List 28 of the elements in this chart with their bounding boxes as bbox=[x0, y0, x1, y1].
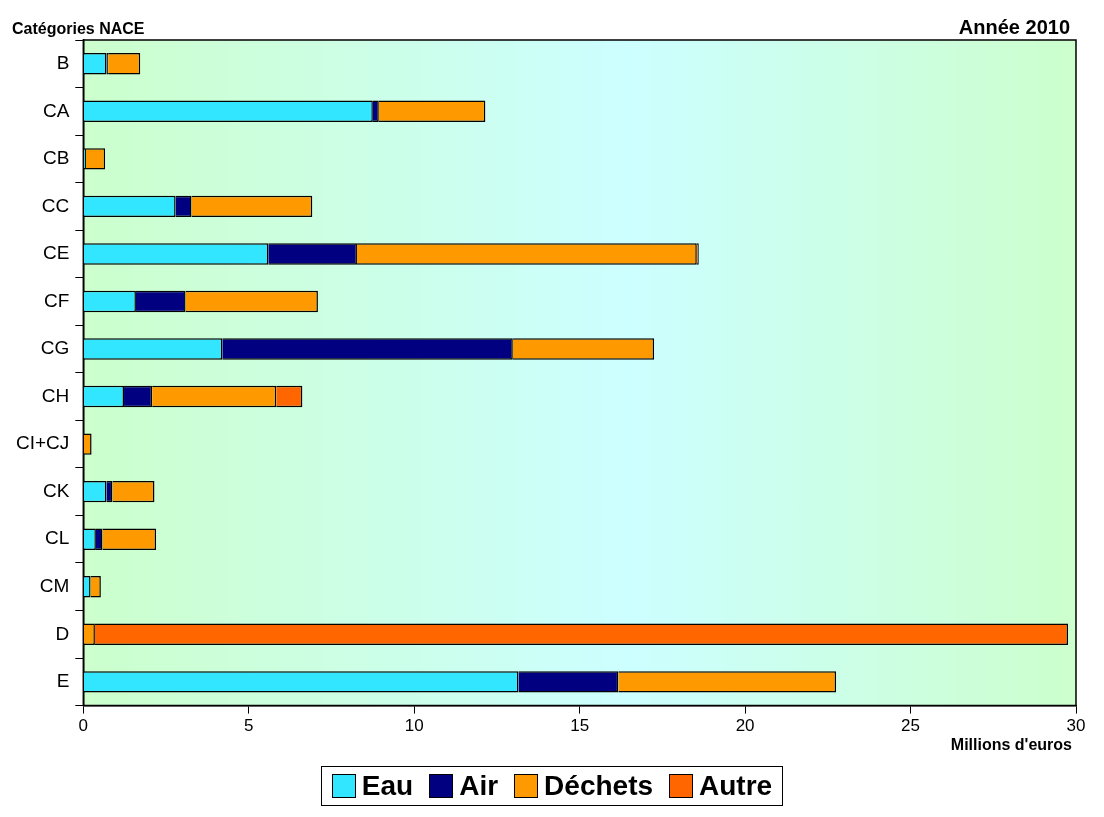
x-tick-label: 5 bbox=[244, 716, 254, 736]
x-tick-label: 0 bbox=[78, 716, 89, 736]
x-tick-label: 30 bbox=[1066, 716, 1086, 736]
y-tick-label: CM bbox=[39, 574, 70, 596]
y-tick-label: CE bbox=[42, 242, 70, 264]
y-tick-label: CB bbox=[42, 147, 70, 169]
x-tick-label: 10 bbox=[404, 716, 424, 736]
legend-label: Eau bbox=[361, 770, 414, 802]
y-tick-label: CA bbox=[42, 99, 70, 121]
y-tick-label: CL bbox=[45, 527, 70, 549]
chart-title: Année 2010 bbox=[958, 15, 1070, 38]
y-tick-label: D bbox=[55, 622, 70, 644]
y-tick-label: E bbox=[56, 670, 70, 692]
y-tick-label: B bbox=[56, 52, 70, 74]
legend-label: Air bbox=[459, 770, 499, 802]
x-axis-title: Millions d'euros bbox=[950, 736, 1073, 754]
y-tick-label: CH bbox=[41, 384, 70, 406]
text: Déchets bbox=[544, 770, 654, 802]
legend-label: Autre bbox=[699, 770, 773, 802]
x-tick-label: 25 bbox=[901, 716, 921, 736]
y-tick-label: CG bbox=[40, 337, 70, 359]
y-tick-label: CF bbox=[43, 289, 70, 311]
y-tick-label: CC bbox=[41, 194, 70, 216]
x-tick-label: 20 bbox=[735, 716, 755, 736]
x-tick-label: 15 bbox=[570, 716, 590, 736]
y-tick-label: CK bbox=[42, 479, 70, 501]
y-axis-title: Catégories NACE bbox=[12, 20, 145, 38]
y-tick-label: CI+CJ bbox=[15, 432, 70, 454]
